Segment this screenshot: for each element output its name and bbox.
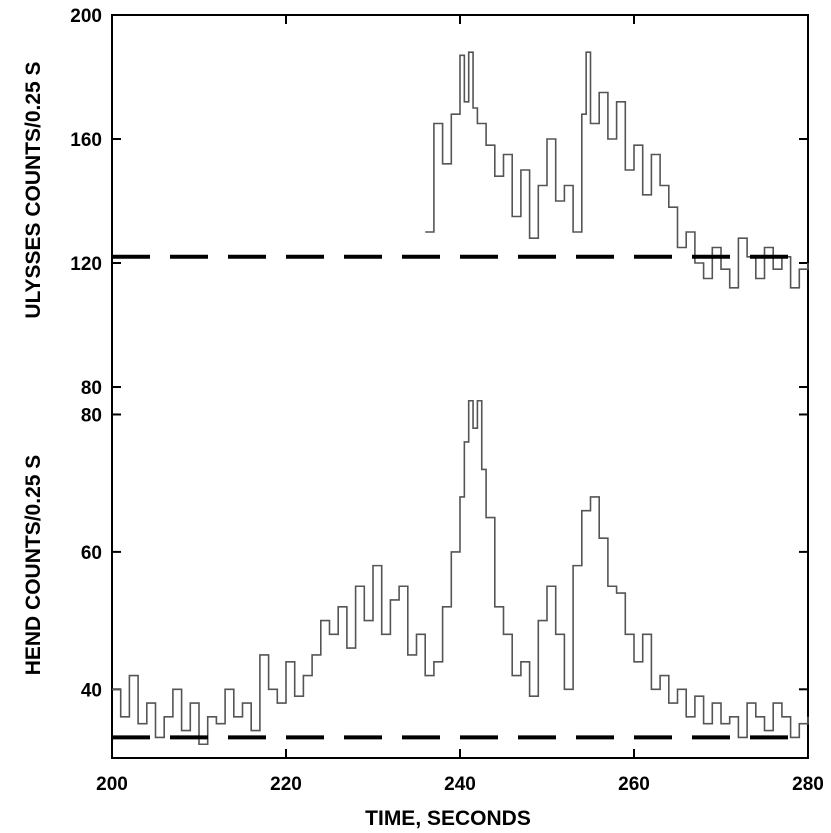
y-axis-label-hend: HEND COUNTS/0.25 S — [22, 455, 45, 676]
y-tick-label: 120 — [70, 254, 102, 275]
y-tick-label: 40 — [81, 680, 102, 701]
y-tick-label: 200 — [70, 6, 102, 27]
y-tick-label: 80 — [81, 405, 102, 426]
x-axis-label: TIME, SECONDS — [365, 807, 531, 830]
y-tick-label: 80 — [81, 378, 102, 399]
y-axis-label-ulysses: ULYSSES COUNTS/0.25 S — [22, 61, 45, 318]
counts-step-series — [425, 51, 809, 289]
bottom-panel: 40 60 80 — [81, 399, 809, 746]
y-tick-label: 60 — [81, 543, 102, 564]
counts-step-series — [112, 399, 809, 746]
x-tick-label: 240 — [444, 774, 476, 795]
y-tick-label: 160 — [70, 130, 102, 151]
x-tick-label: 220 — [270, 774, 302, 795]
x-tick-label: 260 — [618, 774, 650, 795]
x-tick-label: 280 — [792, 774, 824, 795]
x-tick-label: 200 — [96, 774, 128, 795]
x-axis: 200 220 240 260 280 — [96, 15, 824, 795]
top-panel: 80 120 160 200 — [70, 6, 809, 399]
plot-frame — [111, 14, 809, 759]
